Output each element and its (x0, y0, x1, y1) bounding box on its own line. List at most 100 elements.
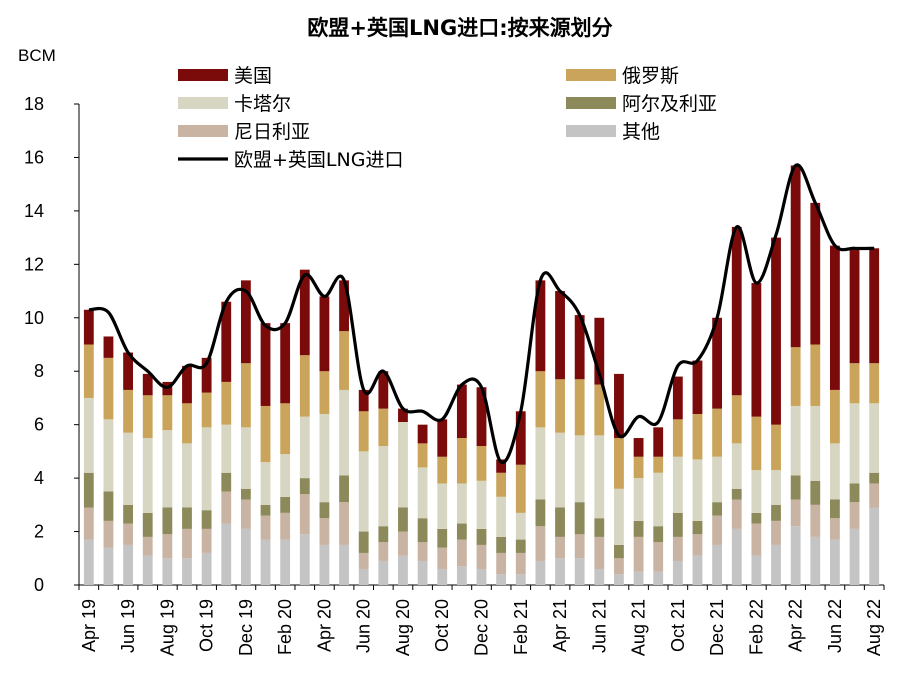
bar-segment (672, 560, 683, 585)
x-tick-label: Aug 22 (864, 599, 884, 656)
bar-segment (692, 459, 703, 521)
bar-segment (574, 435, 585, 503)
bar-segment (339, 475, 349, 503)
bar-segment (358, 451, 369, 532)
bar-segment (692, 413, 703, 460)
bar-segment (280, 454, 291, 497)
bar-segment (103, 520, 114, 548)
bar-segment (240, 499, 251, 529)
bar-segment (260, 515, 271, 540)
bar-segment (339, 502, 349, 545)
bar-segment (476, 544, 487, 569)
x-tick-label: Jun 20 (354, 599, 374, 653)
bar-segment (221, 472, 232, 492)
bar-segment (515, 552, 526, 575)
x-tick-label: Dec 21 (707, 599, 727, 656)
bar-segment (299, 478, 310, 495)
x-tick-label: Jun 22 (825, 599, 845, 653)
bar-segment (201, 552, 212, 585)
x-tick-label: Feb 21 (511, 599, 531, 655)
legend-swatch (178, 69, 228, 81)
bar-segment (574, 379, 585, 436)
bar-segment (456, 384, 467, 439)
bar-segment (830, 389, 840, 444)
bar-segment (555, 536, 565, 559)
legend-swatch (566, 125, 616, 137)
bar-segment (437, 547, 448, 569)
x-tick-label: Oct 19 (197, 599, 217, 652)
legend-swatch (178, 125, 228, 137)
bar-segment (476, 480, 487, 529)
bar-segment (201, 392, 212, 428)
bar-segment (869, 507, 880, 585)
bar-segment (633, 456, 644, 479)
legend-label: 其他 (622, 121, 660, 143)
bar-segment (260, 504, 271, 516)
bar-segment (614, 488, 624, 545)
bar-segment (103, 357, 114, 420)
bar-segment (221, 491, 232, 524)
bar-segment (221, 301, 232, 382)
bar-segment (692, 520, 703, 535)
bar-segment (319, 296, 330, 372)
bar-segment (614, 438, 624, 489)
bar-segment (299, 355, 310, 417)
bar-segment (653, 456, 664, 473)
bar-segment (456, 438, 467, 484)
bar-segment (358, 552, 369, 569)
bar-segment (830, 499, 840, 519)
bar-segment (869, 483, 880, 508)
bar-segment (771, 470, 781, 505)
x-tick-label: Aug 19 (157, 599, 177, 656)
bar-segment (731, 499, 742, 529)
bar-segment (849, 528, 860, 585)
bar-segment (555, 558, 565, 585)
bar-segment (830, 518, 840, 540)
bar-segment (280, 512, 291, 540)
bar-segment (417, 467, 428, 519)
bar-segment (456, 483, 467, 524)
bar-segment (790, 526, 801, 585)
total-imports-line (88, 163, 875, 465)
bar-segment (574, 502, 585, 535)
bar-segment (240, 363, 251, 428)
bar-segment (633, 571, 644, 585)
bar-segment (378, 371, 389, 409)
bar-segment (83, 309, 94, 345)
bar-segment (398, 408, 408, 422)
bar-segment (162, 395, 173, 431)
bar-segment (339, 389, 349, 476)
bar-segment (182, 403, 192, 444)
bar-segment (123, 389, 133, 433)
bar-segment (123, 352, 133, 390)
bar-segment (849, 248, 860, 364)
x-tick-label: Jun 21 (589, 599, 609, 653)
bar-segment (83, 472, 94, 508)
bar-segment (299, 534, 310, 585)
x-tick-label: Oct 20 (432, 599, 452, 652)
bar-segment (398, 555, 408, 585)
legend-swatch (566, 97, 616, 109)
bar-segment (280, 403, 291, 455)
bar-segment (103, 419, 114, 492)
bar-segment (182, 365, 192, 404)
bar-segment (594, 435, 605, 519)
bar-segment (476, 528, 487, 545)
bar-segment (496, 552, 507, 575)
bar-segment (653, 427, 664, 457)
bar-segment (712, 456, 723, 503)
bar-segment (633, 478, 644, 521)
bar-segment (633, 520, 644, 537)
bar-segment (594, 518, 605, 537)
bar-segment (260, 323, 271, 406)
x-tick-label: Jun 19 (118, 599, 138, 653)
chart-title: 欧盟+英国LNG进口:按来源划分 (307, 16, 613, 40)
bar-segment (790, 475, 801, 500)
bar-segment (574, 558, 585, 585)
x-tick-label: Apr 22 (786, 599, 806, 652)
bar-segment (358, 411, 369, 452)
bar-segment (201, 510, 212, 529)
bar-segment (358, 531, 369, 553)
bar-segment (594, 568, 605, 585)
